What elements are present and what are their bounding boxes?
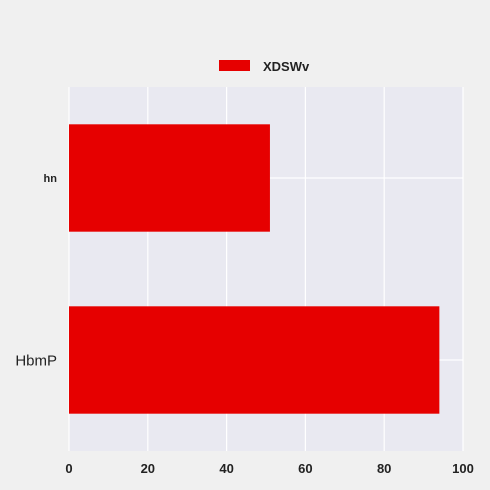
bar-hn — [69, 124, 270, 231]
x-axis-ticks: 0 20 40 60 80 100 — [65, 461, 473, 476]
x-tick-label: 60 — [298, 461, 312, 476]
legend-swatch — [219, 60, 250, 71]
x-tick-label: 100 — [452, 461, 474, 476]
y-tick-label-hn: hn — [44, 173, 58, 185]
y-axis-ticks: HbmP hn — [15, 173, 57, 369]
x-tick-label: 40 — [219, 461, 233, 476]
y-tick-label-hbmp: HbmP — [15, 352, 57, 369]
x-tick-label: 20 — [141, 461, 155, 476]
x-tick-label: 0 — [65, 461, 72, 476]
legend: XDSWv — [219, 59, 310, 74]
x-tick-label: 80 — [377, 461, 391, 476]
legend-label-xdswv: XDSWv — [263, 59, 310, 74]
bar-hbmp — [69, 306, 439, 413]
